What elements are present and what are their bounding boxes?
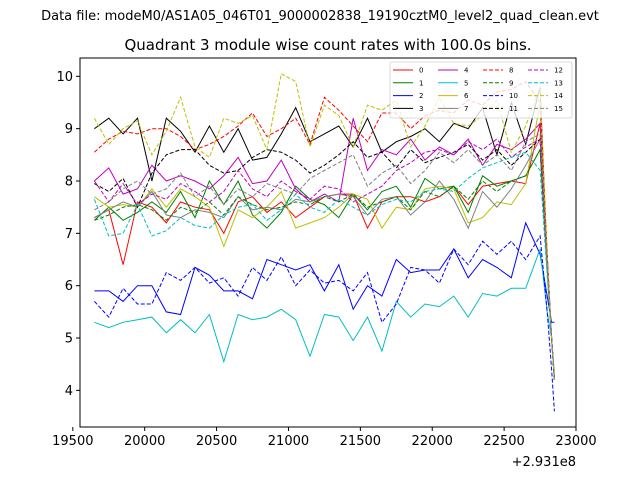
y-tick-label: 8 [65,175,73,190]
series-line-13 [93,151,555,380]
series-line-3 [94,86,555,380]
legend-label-7: 7 [464,105,468,113]
legend-label-2: 2 [419,92,423,100]
x-tick-label: 22000 [412,434,453,449]
chart-suptitle: Data file: modeM0/AS1A05_046T01_90000028… [41,9,599,24]
y-tick-label: 4 [65,384,73,399]
legend-label-0: 0 [419,67,423,75]
x-offset-label: +2.931e8 [512,455,576,470]
chart-title: Quadrant 3 module wise count rates with … [124,36,531,54]
series-line-6 [94,102,555,380]
series-line-9 [94,147,555,380]
legend-label-8: 8 [509,67,513,75]
series-line-7 [94,137,555,380]
legend-label-1: 1 [419,79,423,87]
y-tick-label: 5 [65,332,73,347]
legend-label-15: 15 [554,105,563,113]
y-tick-label: 6 [65,279,73,294]
y-tick-label: 9 [65,122,73,137]
legend-label-5: 5 [464,79,468,87]
legend-label-10: 10 [509,92,518,100]
legend-label-9: 9 [509,79,513,87]
series-line-10 [94,234,555,412]
x-tick-label: 21500 [340,434,381,449]
y-tick-label: 7 [65,227,73,242]
legend-label-6: 6 [464,92,469,100]
series-line-14 [93,72,555,380]
series-line-12 [93,138,555,380]
series-line-8 [94,80,555,380]
legend-label-11: 11 [509,105,518,113]
x-tick-label: 21000 [268,434,309,449]
x-tick-label: 20500 [196,434,237,449]
legend-label-3: 3 [419,105,423,113]
x-tick-label: 19500 [52,434,93,449]
x-tick-label: 23000 [555,434,596,449]
series-line-15 [94,133,555,380]
series-line-11 [94,138,555,380]
series-line-1 [94,147,555,380]
y-tick-label: 10 [56,70,73,85]
series-line-2 [94,221,555,323]
series-line-5 [94,248,555,375]
x-tick-label: 20000 [124,434,165,449]
legend-label-4: 4 [464,67,469,75]
legend-label-12: 12 [554,67,563,75]
x-tick-label: 22500 [483,434,524,449]
legend-label-14: 14 [554,92,563,100]
legend-box [389,61,573,119]
legend-label-13: 13 [554,79,563,87]
axes-frame [79,57,577,428]
plot-area: 19500 20000 20500 21000 21500 22000 22500 23000… [52,57,597,470]
